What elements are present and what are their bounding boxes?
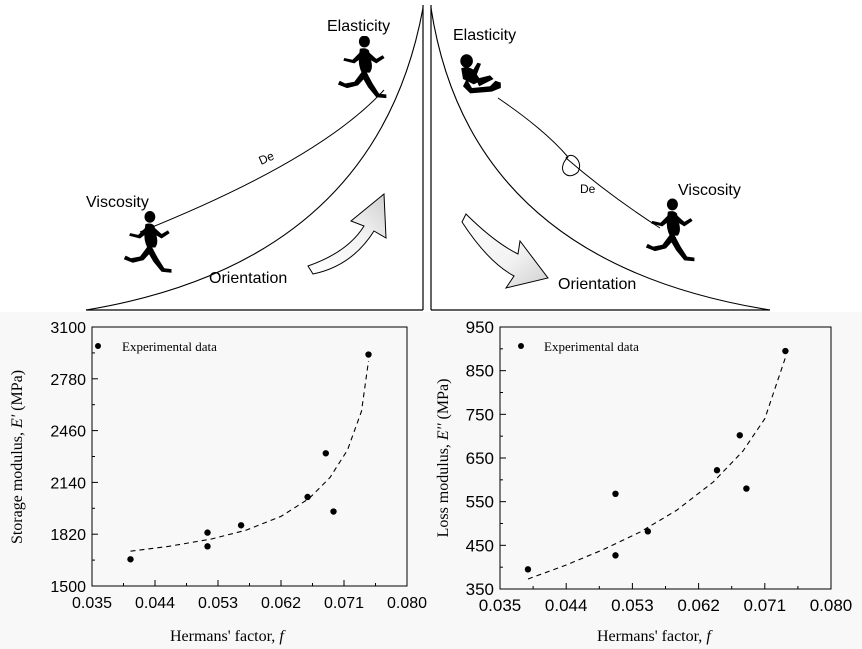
chart1-y-axis-text: Storage modulus, bbox=[9, 428, 26, 544]
chart1-x-axis-text: Hermans' factor, bbox=[170, 628, 279, 645]
chart2-data-point bbox=[743, 485, 750, 492]
chart1-y-axis-title: Storage modulus, E' (MPa) bbox=[9, 370, 26, 544]
chart2-data-point bbox=[612, 552, 619, 559]
chart2-x-tick-label: 0.062 bbox=[677, 596, 720, 615]
chart2-x-tick-label: 0.071 bbox=[744, 596, 787, 615]
chart1-points bbox=[127, 351, 372, 563]
chart1-y-axis-variable: E' bbox=[9, 414, 26, 429]
left-de-curve bbox=[139, 89, 385, 233]
right-schematic: De Elasticity Viscosity Orientation bbox=[430, 5, 771, 311]
chart1-y-axis-unit: (MPa) bbox=[9, 370, 26, 415]
chart1-data-point bbox=[365, 351, 372, 358]
chart1-x-tick-label: 0.080 bbox=[387, 595, 427, 612]
right-upper-curve bbox=[430, 7, 771, 311]
chart2-data-point bbox=[644, 528, 652, 535]
chart2-y-tick-label: 550 bbox=[466, 493, 494, 512]
chart2-legend-marker bbox=[518, 343, 524, 349]
chart1-x-tick-label: 0.062 bbox=[261, 595, 301, 612]
loss-modulus-chart: 0.035 0.044 0.053 0.062 0.071 0.080 350 450 550 6… bbox=[435, 318, 852, 645]
chart2-x-tick-label: 0.053 bbox=[611, 596, 654, 615]
chart2-data-point bbox=[736, 432, 743, 439]
right-orientation-arrow bbox=[461, 213, 549, 289]
chart1-data-point bbox=[204, 543, 211, 550]
left-orientation-arrow bbox=[307, 192, 387, 275]
chart2-data-point bbox=[713, 467, 721, 474]
chart2-points bbox=[524, 347, 789, 573]
chart1-y-tick-label: 1820 bbox=[50, 527, 86, 544]
left-viscosity-label: Viscosity bbox=[86, 194, 149, 211]
chart2-x-tick-label: 0.080 bbox=[810, 596, 853, 615]
chart1-x-tick-label: 0.071 bbox=[324, 595, 364, 612]
right-de-curve bbox=[497, 97, 661, 229]
chart2-legend-label: Experimental data bbox=[544, 339, 639, 354]
chart2-y-tick-label: 450 bbox=[466, 536, 494, 555]
right-orientation-label: Orientation bbox=[558, 276, 636, 293]
chart2-y-axis-variable: E'' bbox=[435, 423, 452, 441]
left-schematic: De Elasticity Viscosity Orientation bbox=[85, 5, 424, 311]
chart1-y-tick-label: 2780 bbox=[50, 372, 86, 389]
chart2-data-point bbox=[782, 347, 789, 355]
chart2-y-tick-label: 950 bbox=[466, 318, 494, 337]
chart2-x-tick-label: 0.044 bbox=[545, 596, 588, 615]
right-de-label: De bbox=[580, 182, 596, 196]
chart2-y-tick-label: 650 bbox=[466, 449, 494, 468]
storage-modulus-chart: 0.035 0.044 0.053 0.062 0.071 0.080 1500 1820 21… bbox=[9, 320, 427, 645]
chart1-y-tick-label: 3100 bbox=[50, 320, 86, 337]
chart2-axis-ticks: 0.035 0.044 0.053 0.062 0.071 0.080 350 450 550 6… bbox=[466, 318, 853, 615]
chart1-data-point bbox=[237, 522, 245, 529]
chart2-y-axis-title: Loss modulus, E'' (MPa) bbox=[435, 379, 452, 538]
chart1-data-point bbox=[322, 450, 329, 457]
chart2-fit-line bbox=[527, 357, 786, 580]
chart1-x-tick-label: 0.035 bbox=[72, 595, 112, 612]
chart1-axis-ticks: 0.035 0.044 0.053 0.062 0.071 0.080 1500 1820 21… bbox=[50, 320, 427, 612]
chart2-x-axis-variable: f bbox=[706, 628, 713, 645]
right-elasticity-label: Elasticity bbox=[453, 27, 516, 44]
chart2-y-tick-label: 750 bbox=[466, 405, 494, 424]
chart2-data-point bbox=[524, 566, 532, 573]
chart1-x-tick-label: 0.044 bbox=[135, 595, 175, 612]
chart2-x-axis-title: Hermans' factor, f bbox=[597, 628, 713, 645]
left-upper-curve bbox=[85, 7, 424, 311]
left-elasticity-label: Elasticity bbox=[327, 18, 390, 35]
chart2-x-tick-label: 0.035 bbox=[479, 596, 522, 615]
chart1-data-point bbox=[204, 529, 211, 536]
right-viscosity-label: Viscosity bbox=[678, 182, 741, 199]
chart2-y-axis-unit: (MPa) bbox=[435, 379, 452, 424]
chart2-fit-curve bbox=[527, 357, 786, 580]
chart1-x-tick-label: 0.053 bbox=[198, 595, 238, 612]
chart1-data-point bbox=[127, 556, 134, 563]
chart1-data-point bbox=[330, 508, 337, 515]
left-de-label: De bbox=[257, 149, 277, 168]
chart1-y-tick-label: 2460 bbox=[50, 424, 86, 441]
charts-background bbox=[0, 312, 862, 649]
chart2-x-axis-text: Hermans' factor, bbox=[597, 628, 706, 645]
chart2-y-axis-text: Loss modulus, bbox=[435, 440, 452, 537]
chart1-y-tick-label: 2140 bbox=[50, 475, 86, 492]
chart1-y-tick-label: 1500 bbox=[50, 579, 86, 596]
chart2-data-point bbox=[612, 490, 619, 498]
left-orientation-label: Orientation bbox=[209, 270, 287, 287]
chart1-legend-label: Experimental data bbox=[122, 339, 217, 354]
chart1-fit-line bbox=[130, 360, 370, 552]
chart1-x-axis-variable: f bbox=[279, 628, 286, 645]
chart1-fit-curve bbox=[130, 360, 370, 552]
chart2-y-tick-label: 850 bbox=[466, 362, 494, 381]
chart1-legend-marker bbox=[95, 343, 101, 349]
chart2-y-tick-label: 350 bbox=[466, 580, 494, 599]
chart1-x-axis-title: Hermans' factor, f bbox=[170, 628, 286, 645]
chart1-data-point bbox=[304, 493, 311, 501]
